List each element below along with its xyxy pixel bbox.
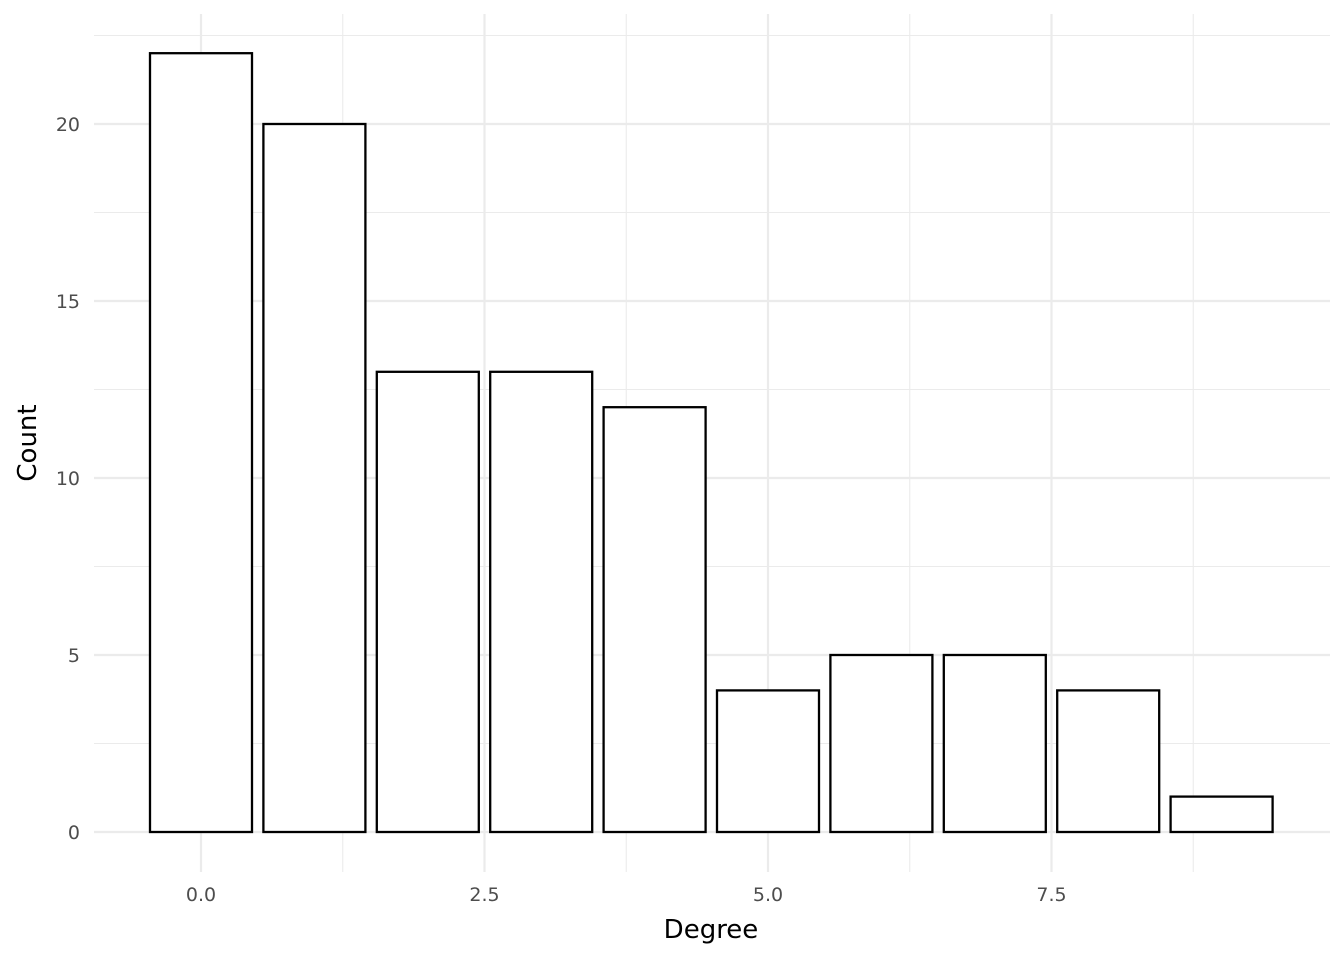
bar-degree-3 [489,370,594,834]
x-tick-label: 2.5 [469,884,499,906]
x-tick-label: 0.0 [186,884,216,906]
y-axis-title: Count [13,404,43,481]
bar-degree-2 [375,370,480,834]
bar-degree-8 [1056,689,1161,834]
y-tick-label: 10 [56,468,80,490]
y-tick-label: 20 [56,114,80,136]
bar-degree-0 [148,52,254,834]
bar-degree-7 [942,653,1047,834]
x-axis-tick-labels: 0.0 2.5 5.0 7.5 [186,884,1067,906]
bars [148,52,1274,834]
x-axis-title: Degree [664,915,759,945]
x-tick-label: 5.0 [753,884,783,906]
bar-degree-5 [715,689,821,834]
bar-degree-9 [1169,795,1274,834]
bar-degree-6 [829,653,934,834]
bar-degree-4 [602,406,707,834]
y-tick-label: 0 [68,822,80,844]
y-axis-tick-labels: 0 5 10 15 20 [56,114,80,844]
y-tick-label: 15 [56,291,80,313]
bar-degree-1 [262,122,367,834]
x-tick-label: 7.5 [1036,884,1066,906]
y-tick-label: 5 [68,645,80,667]
